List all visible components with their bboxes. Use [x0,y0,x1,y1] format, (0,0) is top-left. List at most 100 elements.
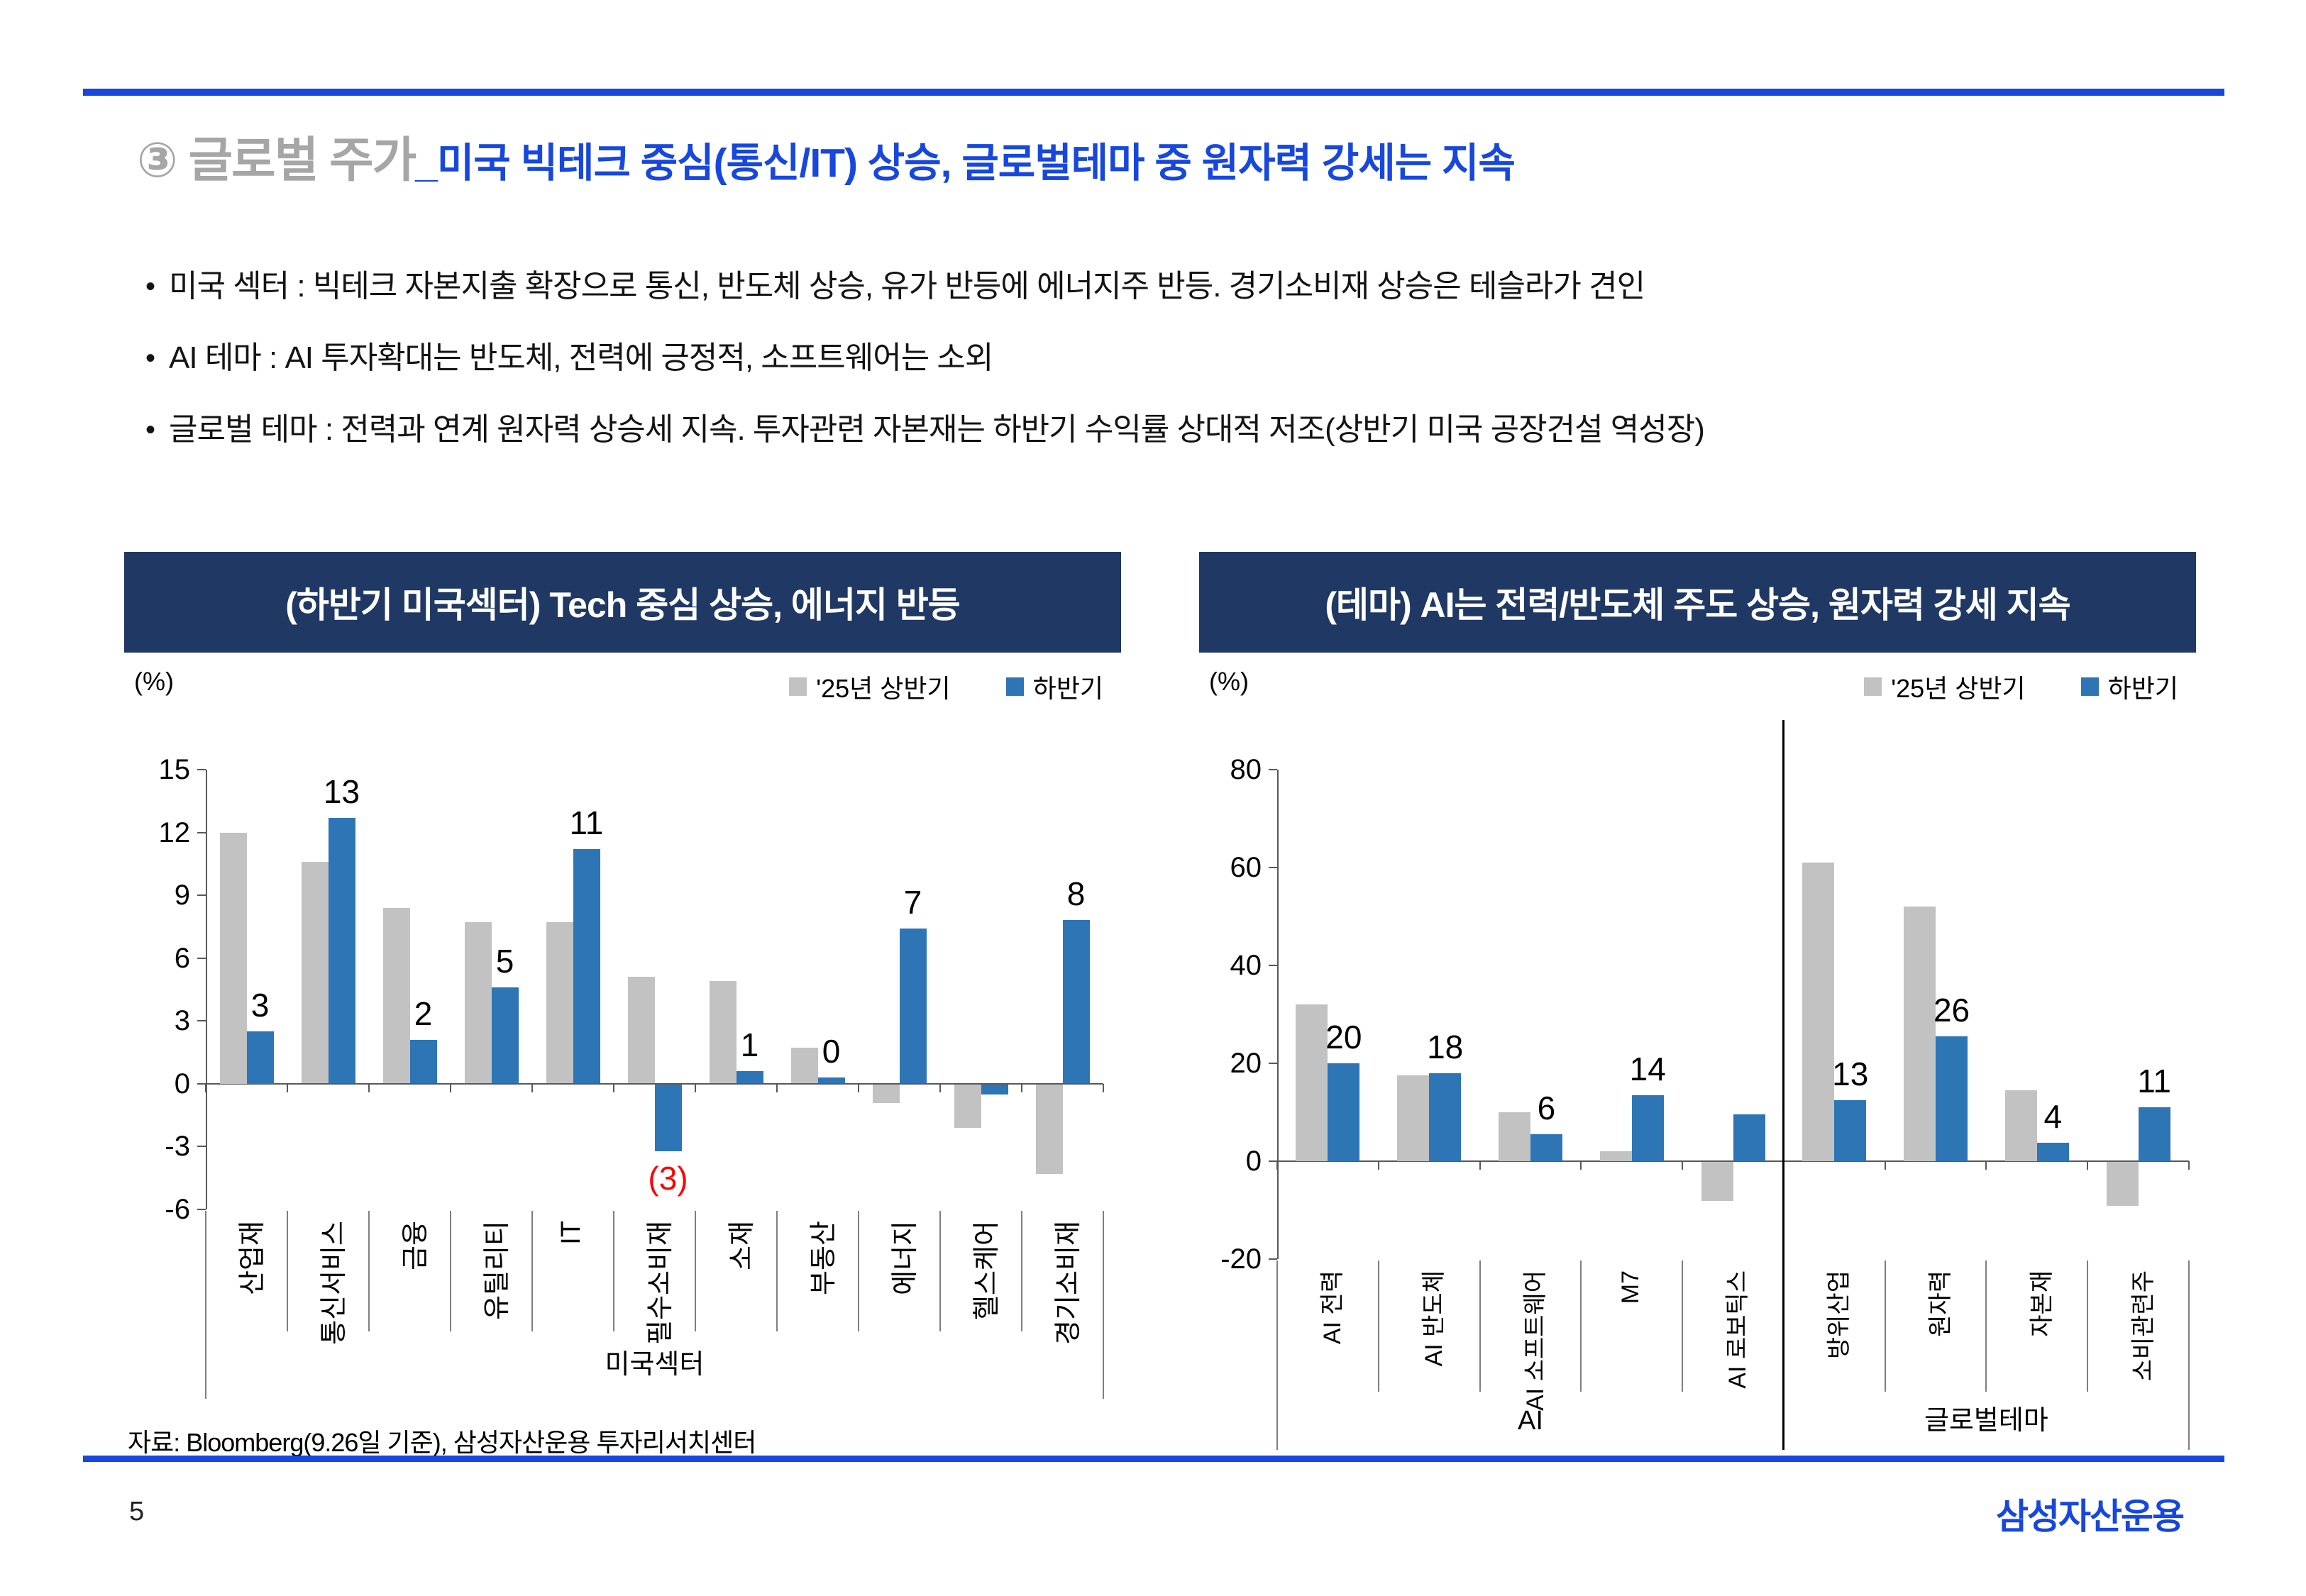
category-label: AI 로보틱스 [1724,1270,1752,1389]
y-axis-tick [197,1146,206,1147]
y-axis-tick [197,769,206,770]
category-label: 통신서비스 [319,1220,349,1345]
y-tick-label: 6 [174,942,190,974]
bullet-text: AI 테마 : AI 투자확대는 반도체, 전력에 긍정적, 소프트웨어는 소외 [169,340,993,375]
legend-item: '25년 상반기 [789,668,951,705]
category-separator [613,1210,614,1331]
category-separator [287,1210,288,1331]
legend-label: 하반기 [2107,674,2178,703]
bar-h1-5 [627,977,655,1084]
bullet-text: 글로벌 테마 : 전력과 연계 원자력 상승세 지속. 투자관련 자본재는 하반… [169,412,1705,447]
bar-value-label: 2 [414,994,433,1032]
category-separator [1021,1210,1022,1331]
category-label: 필수소비재 [645,1220,675,1345]
x-axis-tick [450,1083,451,1092]
bullet-item: • 미국 섹터 : 빅테크 자본지출 확장으로 통신, 반도체 상승, 유가 반… [145,268,1704,305]
bar-value-label: 11 [569,804,604,842]
x-axis-tick [1479,1161,1481,1170]
bar-value-label: 20 [1325,1019,1362,1055]
x-axis-tick [1884,1161,1886,1170]
y-tick-label: 15 [158,754,191,785]
bar-h2-2 [1530,1134,1562,1161]
bar-chart-themes: (%) '25년 상반기 하반기 80 60 40 20 0 -20 20 18 6 14 13 26 4 11… [1199,667,2196,1451]
bar-h2-5 [1834,1099,1867,1161]
bar-h1-10 [1035,1084,1063,1175]
legend-swatch [789,677,807,696]
legend-item: 하반기 [1005,668,1103,705]
x-axis-tick [695,1083,696,1092]
y-tick-label: 0 [174,1068,190,1099]
category-label: 자본재 [2028,1270,2056,1337]
bar-value-label: 14 [1629,1050,1666,1087]
category-separator [2087,1260,2089,1392]
y-axis [1277,770,1279,1259]
bullet-dot: • [145,414,155,445]
bar-h1-1 [301,861,329,1084]
category-label: 원자력 [1926,1270,1954,1337]
bar-h2-6 [1936,1036,1968,1161]
category-separator [1884,1260,1886,1392]
source-note: 자료: Bloomberg(9.26일 기준), 삼성자산운용 투자리서치센터 [128,1428,756,1457]
axis-unit-label: (%) [1209,667,1249,696]
x-axis-tick [1377,1161,1379,1170]
x-axis-tick [1580,1161,1582,1170]
bullet-list: • 미국 섹터 : 빅테크 자본지출 확장으로 통신, 반도체 상승, 유가 반… [145,268,1705,483]
legend: '25년 상반기 하반기 [1864,668,2178,705]
y-tick-label: 20 [1230,1048,1262,1079]
category-separator [1580,1260,1582,1392]
bar-h1-7 [2004,1090,2037,1161]
bottom-divider-rule [83,1456,2224,1462]
y-axis-tick [197,831,206,833]
y-tick-label: -20 [1220,1243,1262,1275]
x-axis-tick [2188,1161,2190,1170]
bar-h2-9 [981,1084,1008,1095]
bullet-dot: • [145,343,155,374]
group-label: 미국섹터 [605,1349,705,1380]
bar-h2-2 [409,1039,437,1084]
category-label: AI 소프트웨어 [1521,1270,1549,1411]
bar-h2-4 [573,849,600,1084]
category-separator [2188,1260,2190,1450]
y-tick-label: 12 [158,816,191,848]
category-separator [1377,1260,1379,1392]
bar-value-label: 1 [740,1026,759,1063]
x-axis-zero-line [1277,1160,2189,1162]
bar-h1-4 [546,922,573,1084]
bar-h1-2 [382,907,410,1084]
x-axis-tick [776,1083,778,1092]
category-separator [939,1210,941,1331]
y-tick-label: 0 [1245,1146,1262,1177]
bar-h1-2 [1498,1112,1530,1161]
bullet-item: • AI 테마 : AI 투자확대는 반도체, 전력에 긍정적, 소프트웨어는 … [145,340,1704,377]
y-tick-label: -3 [165,1131,190,1162]
page-number: 5 [129,1497,145,1526]
y-tick-label: -6 [165,1193,190,1225]
bar-h2-7 [817,1077,845,1084]
bar-h2-0 [246,1031,274,1084]
bar-h1-6 [1904,907,1936,1161]
y-tick-label: 60 [1230,852,1262,883]
legend-swatch [1864,677,1882,696]
category-label: AI 전력 [1319,1270,1347,1345]
company-logo: 삼성자산운용 [1996,1497,2185,1536]
bar-h1-0 [1296,1004,1328,1161]
y-tick-label: 80 [1230,754,1262,785]
x-axis-tick [2087,1161,2089,1170]
category-separator [1276,1260,1278,1450]
legend-label: '25년 상반기 [1891,674,2026,703]
group-label: 글로벌테마 [1924,1406,2048,1436]
category-label: 경기소비재 [1053,1220,1083,1345]
legend-label: '25년 상반기 [816,674,951,703]
bar-h1-7 [790,1048,818,1084]
y-axis-tick [1269,867,1277,868]
x-axis-tick [858,1083,859,1092]
top-divider-rule [83,89,2224,96]
y-tick-label: 40 [1230,950,1262,981]
y-axis-tick [1269,1063,1277,1064]
category-label: 부동산 [808,1220,839,1295]
x-axis-tick [368,1083,370,1092]
bar-value-label: (3) [648,1159,688,1197]
bar-h1-1 [1397,1075,1430,1161]
bar-h2-1 [328,817,355,1084]
bar-value-label: 11 [2137,1063,2171,1100]
